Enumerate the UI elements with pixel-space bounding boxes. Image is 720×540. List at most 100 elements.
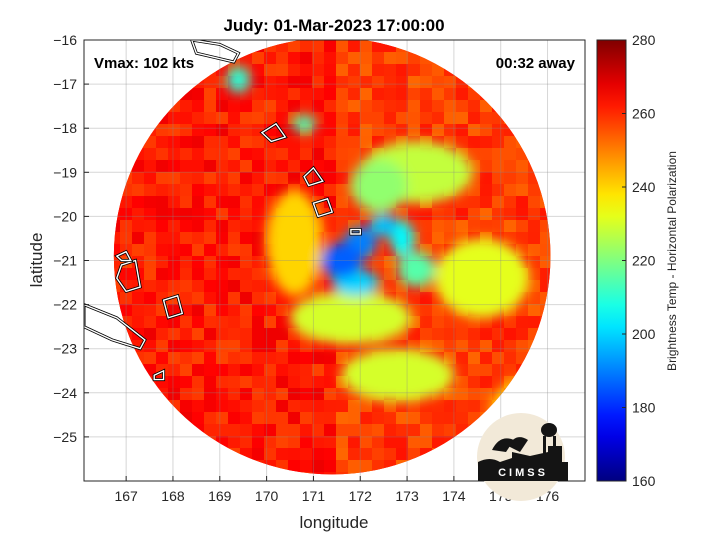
swath-cell	[372, 400, 384, 412]
swath-cell	[144, 172, 156, 184]
swath-cell	[264, 400, 276, 412]
swath-cell	[120, 232, 132, 244]
swath-cell	[192, 244, 204, 256]
swath-cell	[408, 424, 420, 436]
swath-cell	[276, 328, 288, 340]
swath-cell	[372, 76, 384, 88]
swath-cell	[276, 412, 288, 424]
x-axis-label: longitude	[299, 513, 368, 532]
swath-cell	[240, 304, 252, 316]
swath-cell	[252, 352, 264, 364]
swath-cell	[432, 328, 444, 340]
swath-cell	[396, 52, 408, 64]
swath-cell	[504, 232, 516, 244]
swath-cell	[300, 400, 312, 412]
swath-cell	[180, 112, 192, 124]
swath-cell	[240, 136, 252, 148]
swath-cell	[180, 160, 192, 172]
swath-cell	[180, 316, 192, 328]
swath-cell	[480, 148, 492, 160]
swath-cell	[468, 364, 480, 376]
swath-cell	[252, 220, 264, 232]
swath-cell	[192, 304, 204, 316]
swath-cell	[240, 436, 252, 448]
swath-cell	[360, 208, 372, 220]
swath-cell	[492, 136, 504, 148]
swath-cell	[192, 100, 204, 112]
swath-cell	[468, 208, 480, 220]
swath-cell	[504, 220, 516, 232]
swath-cell	[156, 136, 168, 148]
swath-cell	[528, 244, 540, 256]
swath-cell	[156, 196, 168, 208]
swath-cell	[420, 340, 432, 352]
swath-cell	[444, 388, 456, 400]
swath-cell	[288, 364, 300, 376]
swath-cell	[288, 400, 300, 412]
swath-cell	[384, 100, 396, 112]
swath-cell	[264, 328, 276, 340]
swath-cell	[216, 184, 228, 196]
swath-cell	[312, 436, 324, 448]
swath-cell	[420, 100, 432, 112]
swath-cell	[420, 76, 432, 88]
swath-cell	[384, 76, 396, 88]
swath-cell	[192, 184, 204, 196]
swath-cell	[468, 184, 480, 196]
swath-cell	[216, 316, 228, 328]
swath-cell	[168, 328, 180, 340]
swath-cell	[216, 244, 228, 256]
swath-cell	[312, 460, 324, 472]
swath-cell	[252, 52, 264, 64]
swath-cell	[180, 148, 192, 160]
swath-cell	[113, 256, 120, 268]
swath-cell	[168, 124, 180, 136]
swath-cell	[300, 448, 312, 460]
swath-cell	[240, 256, 252, 268]
swath-cell	[384, 412, 396, 424]
swath-cell	[168, 268, 180, 280]
swath-cell	[240, 424, 252, 436]
swath-cell	[324, 148, 336, 160]
swath-cell	[516, 244, 528, 256]
swath-cell	[360, 412, 372, 424]
swath-cell	[420, 328, 432, 340]
swath-cell	[240, 268, 252, 280]
swath-cell	[228, 256, 240, 268]
swath-cell	[240, 196, 252, 208]
swath-cell	[492, 160, 504, 172]
swath-cell	[216, 340, 228, 352]
cimss-logo: CIMSS	[477, 413, 568, 501]
swath-cell	[228, 232, 240, 244]
swath-cell	[420, 88, 432, 100]
colorbar-tick-label: 260	[632, 106, 656, 122]
swath-cell	[252, 244, 264, 256]
swath-cell	[252, 304, 264, 316]
swath-cell	[408, 76, 420, 88]
swath-cell	[192, 232, 204, 244]
swath-cell	[240, 244, 252, 256]
swath-cell	[228, 388, 240, 400]
swath-cell	[204, 328, 216, 340]
swath-cell	[240, 340, 252, 352]
swath-cell	[444, 76, 456, 88]
swath-cell	[252, 112, 264, 124]
swath-cell	[192, 220, 204, 232]
swath-cell	[216, 148, 228, 160]
swath-cell	[324, 40, 336, 52]
swath-cell	[252, 208, 264, 220]
swath-cell	[468, 124, 480, 136]
swath-cell	[252, 184, 264, 196]
swath-cell	[444, 352, 456, 364]
swath-cell	[456, 220, 468, 232]
swath-cell	[276, 352, 288, 364]
swath-cell	[312, 400, 324, 412]
swath-cell	[432, 64, 444, 76]
swath-cell	[276, 436, 288, 448]
swath-cell	[132, 304, 144, 316]
swath-cell	[216, 376, 228, 388]
swath-cell	[192, 388, 204, 400]
swath-cell	[312, 352, 324, 364]
swath-cell	[264, 448, 276, 460]
away-annotation: 00:32 away	[496, 55, 576, 72]
